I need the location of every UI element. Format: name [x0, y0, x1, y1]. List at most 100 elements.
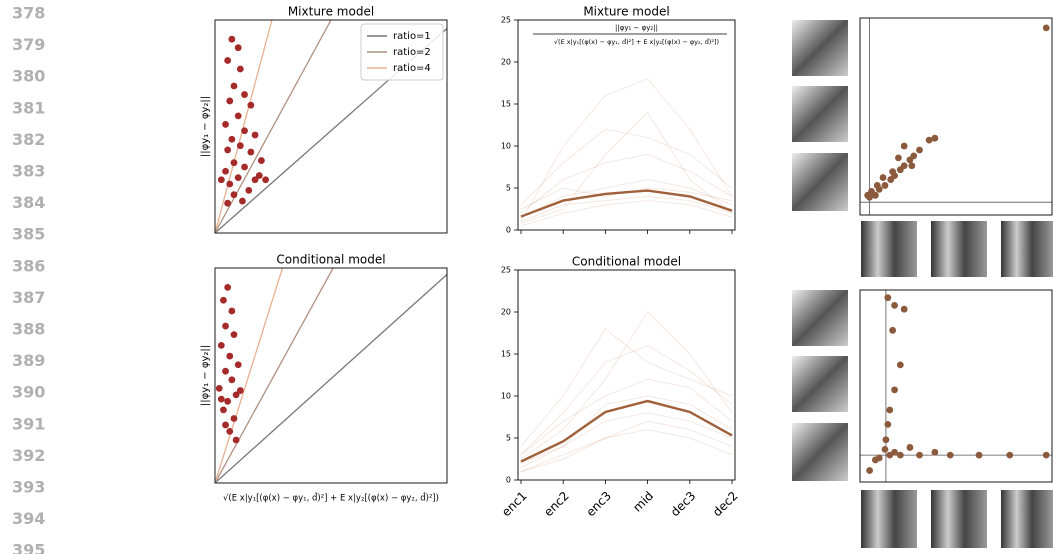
line-number: 391: [12, 414, 45, 433]
point: [220, 406, 227, 414]
series-line: [520, 429, 733, 473]
point: [226, 352, 234, 360]
point: [884, 294, 892, 302]
line-number: 385: [12, 225, 45, 244]
point: [258, 157, 265, 164]
point: [910, 152, 918, 160]
series-line: [520, 179, 733, 218]
point: [879, 174, 887, 181]
point: [222, 167, 229, 175]
point: [900, 142, 908, 150]
point: [884, 421, 892, 428]
point: [236, 142, 244, 150]
point: [222, 322, 229, 330]
point: [251, 131, 259, 139]
point: [232, 436, 240, 444]
series-line: [520, 328, 733, 447]
line-number: 393: [12, 478, 45, 497]
series-line: [520, 399, 733, 463]
y-tick-label: 15: [501, 100, 511, 109]
y-tick-label: 0: [506, 476, 511, 485]
series-line: [520, 345, 733, 456]
thumbnail: [792, 20, 848, 76]
ratio-line: [215, 273, 447, 483]
point: [875, 454, 883, 462]
plot-area: [520, 78, 733, 227]
point: [255, 172, 263, 179]
thumbnail: [1001, 490, 1053, 548]
line-number: 388: [12, 320, 45, 339]
thumbnail: [931, 221, 987, 277]
line-number: 395: [12, 541, 45, 554]
y-tick-label: 5: [506, 434, 511, 443]
thumbnail: [861, 490, 917, 548]
point: [891, 448, 898, 456]
point: [226, 428, 234, 435]
point: [239, 197, 246, 205]
x-tick-label: mid: [630, 489, 656, 515]
axes-frame: [214, 267, 448, 484]
line-number: 394: [12, 509, 45, 528]
point: [908, 162, 916, 170]
legend-label: ratio=2: [393, 47, 431, 58]
plot-area: [860, 18, 1052, 215]
y-tick-label: 20: [501, 308, 511, 317]
ratio-line: [215, 20, 332, 233]
point: [1006, 451, 1014, 459]
point: [228, 307, 236, 315]
series-line: [520, 128, 733, 206]
line-number: 381: [12, 98, 45, 117]
y-tick-label: 10: [501, 142, 511, 151]
point: [251, 176, 259, 184]
point: [230, 331, 238, 339]
series-line: [520, 378, 733, 456]
axes-frame: [517, 19, 736, 231]
point: [228, 35, 236, 43]
point: [236, 65, 244, 73]
point: [864, 191, 872, 199]
line-number: 378: [12, 4, 45, 23]
plot-area: [215, 268, 447, 483]
y-axis-label: ||φy₁ − φy₂||: [200, 345, 211, 406]
point: [873, 182, 881, 189]
point: [916, 451, 923, 459]
point: [236, 387, 244, 394]
thumbnail: [931, 490, 987, 548]
point: [215, 385, 223, 392]
y-tick-label: 0: [506, 226, 511, 235]
y-axis-label: ||φy₁ − φy₂||: [200, 96, 211, 157]
ratio-line: [215, 20, 273, 233]
axes-frame: [517, 269, 736, 481]
point: [891, 386, 898, 394]
thumbnail: [1001, 221, 1053, 277]
plot-area: [860, 290, 1052, 482]
point: [217, 395, 225, 403]
thumbnail: [792, 86, 848, 142]
formula-denominator: √(E x|y₁[(φ(x) − φy₁, d̂)²] + E x|y₂[(φ(…: [554, 38, 719, 46]
x-tick-label: dec3: [668, 489, 699, 520]
y-tick-label: 25: [501, 16, 511, 25]
point: [900, 305, 908, 313]
point: [247, 101, 255, 109]
line-number: 392: [12, 446, 45, 465]
point: [946, 451, 954, 459]
point: [224, 57, 232, 64]
point: [234, 361, 242, 369]
x-axis-label: √(E x|y₁[(φ(x) − φy₁, d̂)²] + E x|y₂[(φ(…: [223, 492, 439, 504]
y-tick-label: 25: [501, 266, 511, 275]
line-number: 389: [12, 351, 45, 370]
axes-frame: [214, 19, 448, 234]
point: [234, 44, 242, 52]
point: [224, 146, 232, 154]
point: [896, 361, 904, 369]
point: [925, 136, 933, 144]
line-number: 384: [12, 193, 45, 212]
series-line: [520, 420, 733, 473]
point: [226, 180, 234, 188]
point: [889, 168, 897, 176]
point: [230, 82, 238, 90]
point: [891, 301, 898, 309]
y-tick-label: 5: [506, 184, 511, 193]
ratio-line: [215, 268, 334, 483]
line-number: 390: [12, 383, 45, 402]
